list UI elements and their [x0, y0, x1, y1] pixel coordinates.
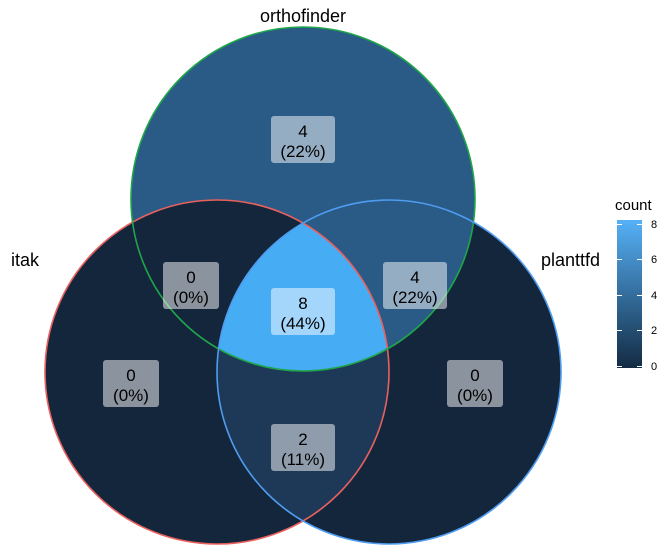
- region-count: 8: [298, 294, 307, 313]
- region-count: 0: [470, 366, 479, 385]
- region-percent: (0%): [113, 386, 149, 405]
- legend-tick-label: 4: [651, 290, 657, 302]
- region-label-itak-orthofinder: 0 (0%): [163, 262, 219, 309]
- region-label-orthofinder-planttfd: 4 (22%): [383, 262, 447, 309]
- region-count: 4: [410, 268, 419, 287]
- region-count: 4: [298, 122, 307, 141]
- legend-title: count: [615, 197, 653, 214]
- legend-colorbar: [617, 220, 642, 368]
- region-percent: (22%): [392, 288, 437, 307]
- region-percent: (22%): [280, 142, 325, 161]
- region-percent: (44%): [280, 314, 325, 333]
- region-label-itak-only: 0 (0%): [103, 360, 159, 407]
- region-percent: (11%): [281, 450, 325, 469]
- region-label-planttfd-only: 0 (0%): [447, 360, 503, 407]
- region-count: 0: [126, 366, 135, 385]
- legend-tick-label: 6: [651, 254, 657, 266]
- set-label-planttfd: planttfd: [541, 250, 600, 270]
- region-percent: (0%): [173, 288, 209, 307]
- region-count: 0: [186, 268, 195, 287]
- region-percent: (0%): [457, 386, 493, 405]
- region-label-itak-planttfd: 2 (11%): [271, 424, 335, 471]
- legend: count 8 6 4 2 0: [615, 197, 657, 373]
- region-label-orthofinder-only: 4 (22%): [271, 116, 335, 163]
- set-label-orthofinder: orthofinder: [260, 6, 346, 26]
- region-label-all-three: 8 (44%): [271, 288, 335, 335]
- legend-tick-label: 8: [651, 219, 657, 231]
- region-count: 2: [298, 430, 307, 449]
- set-label-itak: itak: [11, 250, 40, 270]
- legend-tick-label: 2: [651, 325, 657, 337]
- legend-tick-label: 0: [651, 361, 657, 373]
